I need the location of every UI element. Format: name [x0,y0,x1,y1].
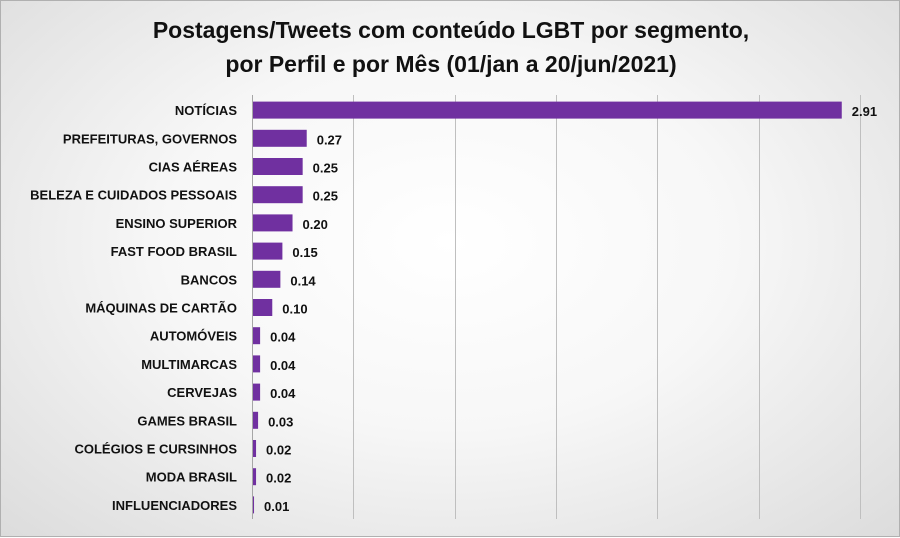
category-label-6: BANCOS [181,272,238,287]
chart-title: Postagens/Tweets com conteúdo LGBT por s… [1,13,900,81]
category-label-8: AUTOMÓVEIS [150,329,237,344]
category-label-2: CIAS AÉREAS [149,160,238,175]
value-label-0: 2.91 [852,104,877,119]
value-label-6: 0.14 [290,273,316,288]
value-label-4: 0.20 [303,217,328,232]
chart-title-line-1: Postagens/Tweets com conteúdo LGBT por s… [152,17,750,43]
bar-11 [253,411,259,429]
category-label-5: FAST FOOD BRASIL [111,244,237,259]
value-label-12: 0.02 [266,443,291,458]
category-label-10: CERVEJAS [167,385,237,400]
category-label-9: MULTIMARCAS [141,357,237,372]
value-label-10: 0.04 [270,386,296,401]
bar-12 [253,440,257,457]
bar-6 [253,270,281,288]
bar-1 [253,129,307,147]
value-label-3: 0.25 [313,189,338,204]
category-label-13: MODA BRASIL [146,470,237,485]
bar-0 [253,101,842,119]
bar-13 [253,468,257,486]
value-label-14: 0.01 [264,499,289,514]
value-label-8: 0.04 [270,330,296,345]
category-label-3: BELEZA E CUIDADOS PESSOAIS [30,188,237,203]
value-label-7: 0.10 [282,302,307,317]
category-label-4: ENSINO SUPERIOR [116,216,238,231]
value-label-1: 0.27 [317,132,342,147]
value-label-2: 0.25 [313,161,338,176]
category-label-11: GAMES BRASIL [137,413,237,428]
value-label-5: 0.15 [292,245,317,260]
value-label-11: 0.03 [268,414,293,429]
bar-14 [253,496,255,514]
bar-5 [253,242,283,260]
value-label-13: 0.02 [266,471,291,486]
bar-10 [253,383,261,401]
category-label-1: PREFEITURAS, GOVERNOS [63,131,237,146]
category-label-14: INFLUENCIADORES [112,498,237,513]
bar-9 [253,355,261,373]
category-label-7: MÁQUINAS DE CARTÃO [85,301,237,316]
bar-8 [253,327,261,345]
bar-2 [253,158,303,175]
value-label-9: 0.04 [270,358,296,373]
category-label-12: COLÉGIOS E CURSINHOS [74,442,237,457]
bar-3 [253,186,303,204]
bar-4 [253,214,293,232]
chart-title-line-2: por Perfil e por Mês (01/jan a 20/jun/20… [225,51,677,77]
bar-7 [253,299,273,316]
category-label-0: NOTÍCIAS [175,103,237,118]
